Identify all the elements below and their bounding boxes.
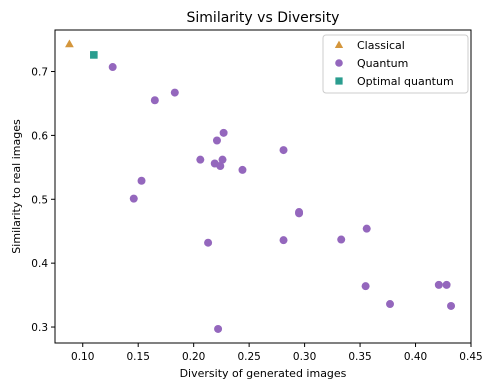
legend-label: Classical (357, 39, 405, 52)
data-point-circle (108, 63, 117, 72)
legend-label: Optimal quantum (357, 75, 454, 88)
data-point-circle (361, 282, 370, 291)
data-point-circle (295, 209, 304, 218)
data-point-circle (218, 155, 227, 164)
data-point-circle (204, 238, 213, 247)
x-tick-label: 0.45 (459, 351, 482, 363)
data-point-square (90, 51, 98, 59)
x-tick-label: 0.35 (348, 351, 371, 363)
data-point-circle (170, 88, 179, 97)
data-points (65, 39, 456, 333)
x-tick-label: 0.15 (127, 351, 150, 363)
data-point-circle (214, 324, 223, 333)
y-axis-label: Similarity to real images (10, 119, 23, 254)
data-point-circle (129, 194, 138, 203)
y-tick-label: 0.7 (31, 67, 48, 79)
data-point-circle (150, 96, 159, 105)
data-point-circle (219, 128, 228, 137)
data-point-circle (386, 300, 395, 309)
data-point-circle (447, 301, 456, 310)
data-point-circle (442, 280, 451, 289)
data-point-circle (137, 176, 146, 185)
y-axis: 0.3 0.4 0.5 0.6 0.7 (31, 67, 55, 334)
legend-marker-triangle (334, 40, 344, 49)
x-axis-label: Diversity of generated images (180, 367, 347, 380)
data-point-circle (279, 146, 288, 155)
data-point-circle (238, 165, 247, 174)
data-point-circle (362, 224, 371, 233)
y-tick-label: 0.5 (31, 194, 48, 206)
data-point-circle (196, 155, 205, 164)
data-point-circle (216, 162, 225, 171)
legend-label: Quantum (357, 57, 408, 70)
data-point-circle (434, 280, 443, 289)
legend-marker-square (335, 77, 343, 85)
data-point-triangle (65, 39, 74, 48)
y-tick-label: 0.6 (31, 130, 48, 142)
x-tick-label: 0.30 (293, 351, 316, 363)
x-tick-label: 0.40 (404, 351, 427, 363)
legend: Classical Quantum Optimal quantum (322, 34, 469, 94)
x-tick-label: 0.25 (237, 351, 260, 363)
data-point-circle (337, 235, 346, 244)
data-point-circle (212, 136, 221, 145)
y-tick-label: 0.4 (31, 258, 48, 270)
x-axis: 0.10 0.15 0.20 0.25 0.30 0.35 0.40 0.45 (71, 343, 483, 363)
legend-marker-circle (335, 59, 343, 67)
plot-area (54, 29, 472, 344)
x-tick-label: 0.20 (182, 351, 205, 363)
x-tick-label: 0.10 (71, 351, 94, 363)
data-point-circle (279, 236, 288, 245)
legend-box (322, 34, 469, 94)
chart-title: Similarity vs Diversity (187, 10, 340, 26)
y-tick-label: 0.3 (31, 322, 48, 334)
